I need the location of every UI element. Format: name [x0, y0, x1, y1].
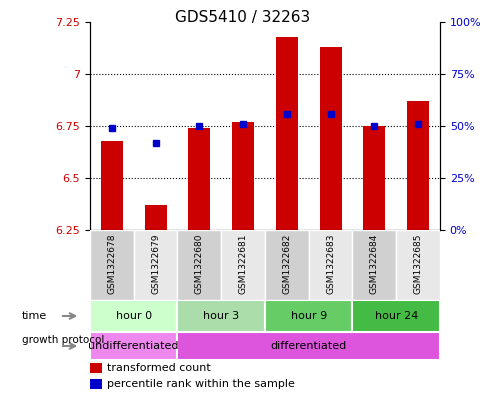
Text: GSM1322681: GSM1322681: [238, 233, 247, 294]
Bar: [232, 122, 254, 230]
Text: time: time: [22, 311, 47, 321]
Bar: [188, 128, 210, 230]
Bar: [352, 230, 395, 300]
Text: growth protocol: growth protocol: [22, 335, 104, 345]
Text: hour 3: hour 3: [203, 311, 239, 321]
Text: GSM1322682: GSM1322682: [282, 233, 291, 294]
Bar: [264, 230, 308, 300]
Bar: [363, 126, 384, 230]
Text: GSM1322678: GSM1322678: [107, 233, 116, 294]
Bar: [90, 230, 134, 300]
Bar: [308, 230, 352, 300]
Bar: [352, 300, 439, 332]
Bar: [177, 300, 264, 332]
Text: hour 24: hour 24: [374, 311, 417, 321]
Text: GSM1322685: GSM1322685: [413, 233, 422, 294]
Bar: [101, 141, 122, 230]
Bar: [395, 230, 439, 300]
Bar: [319, 47, 341, 230]
Bar: [177, 332, 439, 360]
Text: GSM1322679: GSM1322679: [151, 233, 160, 294]
Text: GSM1322680: GSM1322680: [195, 233, 203, 294]
Bar: [90, 300, 177, 332]
Bar: [177, 230, 221, 300]
Bar: [221, 230, 264, 300]
Text: GDS5410 / 32263: GDS5410 / 32263: [175, 10, 309, 25]
Bar: [90, 332, 177, 360]
Text: differentiated: differentiated: [270, 341, 346, 351]
Text: hour 9: hour 9: [290, 311, 326, 321]
Bar: [144, 205, 166, 230]
Bar: [264, 300, 352, 332]
Text: undifferentiated: undifferentiated: [88, 341, 179, 351]
Text: GSM1322683: GSM1322683: [325, 233, 334, 294]
Text: GSM1322684: GSM1322684: [369, 233, 378, 294]
Text: transformed count: transformed count: [107, 363, 210, 373]
Text: hour 0: hour 0: [116, 311, 151, 321]
Bar: [134, 230, 177, 300]
Bar: [407, 101, 428, 230]
Bar: [275, 37, 297, 230]
Text: percentile rank within the sample: percentile rank within the sample: [107, 379, 294, 389]
